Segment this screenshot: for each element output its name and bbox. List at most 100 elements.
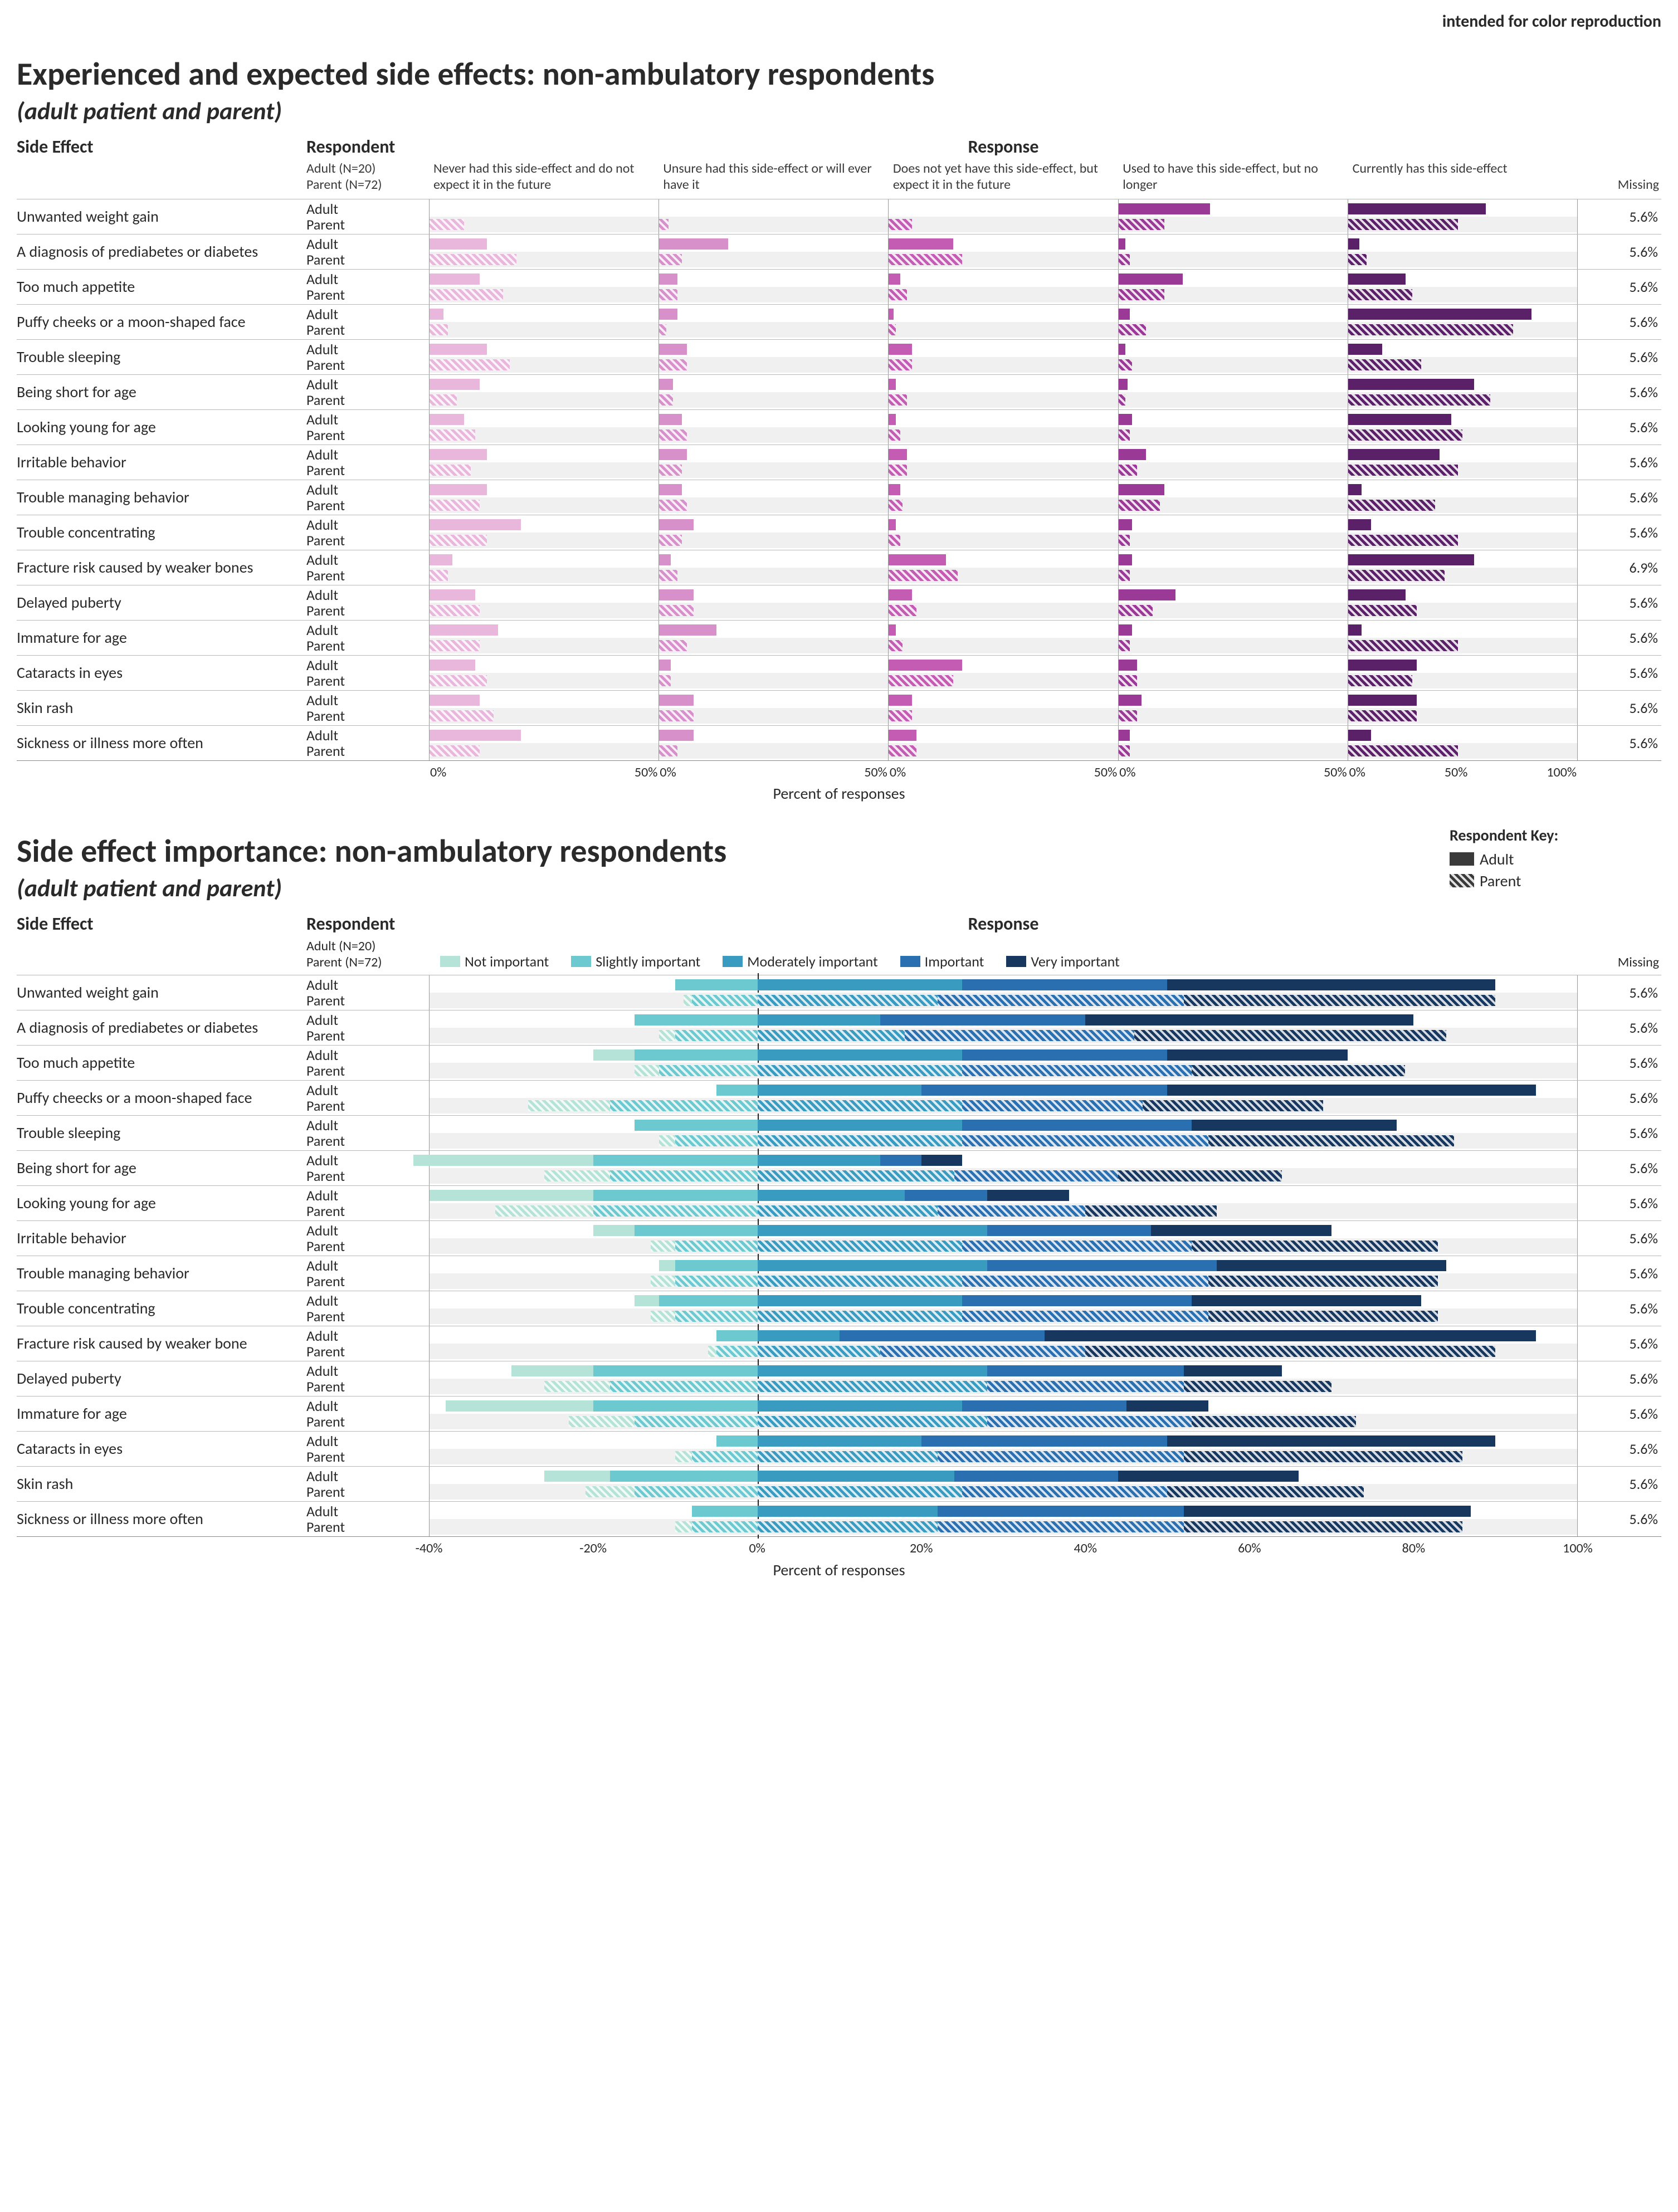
bar-parent xyxy=(659,429,686,441)
segment xyxy=(1126,1400,1208,1412)
bar-adult xyxy=(1348,449,1440,460)
panel xyxy=(658,375,888,409)
side-effect-label: Being short for age xyxy=(17,375,306,409)
panel xyxy=(658,585,888,620)
segment xyxy=(962,1486,1167,1497)
bar-adult xyxy=(1348,660,1417,671)
segment xyxy=(1118,1170,1282,1181)
segment xyxy=(716,1330,758,1341)
segment xyxy=(1134,1030,1446,1041)
bar-adult xyxy=(659,274,677,285)
bar-adult xyxy=(430,238,487,250)
panel xyxy=(1348,550,1578,585)
segment xyxy=(962,1100,1143,1111)
segment xyxy=(758,1506,938,1517)
segment xyxy=(610,1471,758,1482)
segment xyxy=(716,1435,758,1447)
bar-parent xyxy=(1119,500,1160,511)
bar-parent xyxy=(1119,640,1130,651)
segment xyxy=(635,1225,758,1236)
missing-value: 5.6% xyxy=(1578,1186,1661,1220)
segment xyxy=(635,1295,659,1306)
segment xyxy=(758,1065,963,1076)
segment xyxy=(528,1100,610,1111)
bar-adult xyxy=(430,519,521,530)
respondent-labels: AdultParent xyxy=(306,199,429,234)
respondent-labels: AdultParent xyxy=(306,1221,429,1256)
panel xyxy=(888,199,1118,234)
legend-item: Not important xyxy=(440,953,549,970)
x-tick: 50% xyxy=(1094,764,1117,780)
missing-value: 5.6% xyxy=(1578,1116,1661,1150)
side-effect-label: Puffy cheeks or a moon-shaped face xyxy=(17,305,306,339)
segment xyxy=(758,1330,840,1341)
panel xyxy=(1348,480,1578,515)
side-effect-label: Sickness or illness more often xyxy=(17,1502,306,1536)
bar-parent xyxy=(889,605,916,616)
segment xyxy=(1192,1416,1355,1427)
segment xyxy=(610,1381,758,1392)
chart2-body: Unwanted weight gainAdultParent5.6%A dia… xyxy=(17,975,1661,1536)
side-effect-label: Too much appetite xyxy=(17,270,306,304)
bar-adult xyxy=(659,589,694,600)
bar-adult xyxy=(659,519,694,530)
segment xyxy=(635,1120,758,1131)
segment xyxy=(593,1205,757,1217)
bar-adult xyxy=(1119,589,1176,600)
bar-parent xyxy=(1348,289,1412,300)
bar-parent xyxy=(430,254,516,265)
segment xyxy=(1085,1014,1413,1026)
segment xyxy=(544,1170,610,1181)
legend-item: Slightly important xyxy=(571,953,700,970)
panel xyxy=(1348,340,1578,374)
bar-parent xyxy=(1119,394,1125,406)
bar-adult xyxy=(430,344,487,355)
stack-area xyxy=(429,1256,1578,1291)
panel xyxy=(1348,375,1578,409)
side-effect-label: Skin rash xyxy=(17,691,306,725)
chart1-subtitle: (adult patient and parent) xyxy=(17,96,1661,126)
bar-adult xyxy=(889,238,953,250)
bar-parent xyxy=(430,289,503,300)
panel-label: Never had this side-effect and do not ex… xyxy=(429,161,658,193)
segment xyxy=(635,1065,659,1076)
segment xyxy=(987,1225,1151,1236)
chart2-x-axis-label: Percent of responses xyxy=(17,1560,1661,1580)
col-missing-2: Missing xyxy=(1578,954,1661,970)
segment xyxy=(880,1346,1085,1357)
respondent-labels: AdultParent xyxy=(306,585,429,620)
bar-parent xyxy=(889,710,911,721)
chart1-body: Unwanted weight gainAdultParent5.6%A dia… xyxy=(17,199,1661,760)
segment xyxy=(840,1330,1045,1341)
panel xyxy=(658,445,888,480)
panel xyxy=(429,270,658,304)
chart2-sub-headers: Adult (N=20) Parent (N=72) Not important… xyxy=(17,938,1661,970)
segment xyxy=(692,1521,758,1532)
panel xyxy=(888,445,1118,480)
respondent-labels: AdultParent xyxy=(306,375,429,409)
panel xyxy=(429,550,658,585)
respondent-labels: AdultParent xyxy=(306,340,429,374)
bar-adult xyxy=(1348,344,1383,355)
bar-adult xyxy=(659,484,682,495)
segment xyxy=(758,1486,963,1497)
missing-value: 5.6% xyxy=(1578,1432,1661,1466)
segment xyxy=(1085,1205,1216,1217)
bar-parent xyxy=(659,745,677,756)
bar-parent xyxy=(889,429,900,441)
side-effect-label: Cataracts in eyes xyxy=(17,656,306,690)
chart1-col-headers: Side Effect Respondent Response xyxy=(17,136,1661,158)
panel xyxy=(1348,621,1578,655)
segment xyxy=(938,1506,1183,1517)
side-effect-label: Looking young for age xyxy=(17,1186,306,1220)
respondent-labels: AdultParent xyxy=(306,691,429,725)
bar-adult xyxy=(1348,554,1474,565)
panel xyxy=(658,550,888,585)
panel xyxy=(1118,480,1348,515)
segment xyxy=(1192,1295,1421,1306)
panel xyxy=(1118,199,1348,234)
x-tick: 0% xyxy=(1349,764,1365,780)
stack-area xyxy=(429,1432,1578,1466)
bar-adult xyxy=(1119,379,1128,390)
missing-value: 5.6% xyxy=(1578,410,1661,445)
